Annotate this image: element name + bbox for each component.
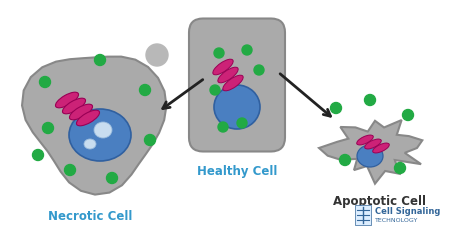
Circle shape	[33, 150, 44, 160]
Text: TECHNOLOGY: TECHNOLOGY	[375, 218, 419, 223]
FancyBboxPatch shape	[189, 18, 285, 151]
Circle shape	[365, 95, 375, 105]
Ellipse shape	[373, 143, 389, 153]
Circle shape	[146, 44, 168, 66]
Circle shape	[394, 163, 405, 173]
Circle shape	[214, 48, 224, 58]
Text: Apoptotic Cell: Apoptotic Cell	[334, 195, 427, 208]
Circle shape	[43, 123, 54, 133]
Ellipse shape	[213, 59, 233, 75]
Ellipse shape	[63, 98, 85, 114]
Circle shape	[210, 85, 220, 95]
Polygon shape	[22, 57, 166, 195]
Circle shape	[218, 122, 228, 132]
Circle shape	[402, 109, 413, 120]
Ellipse shape	[357, 145, 383, 167]
Polygon shape	[319, 120, 422, 184]
Circle shape	[139, 85, 151, 96]
Ellipse shape	[218, 67, 238, 83]
Circle shape	[242, 45, 252, 55]
Circle shape	[107, 173, 118, 183]
Circle shape	[94, 55, 106, 65]
Ellipse shape	[84, 139, 96, 149]
Circle shape	[39, 77, 51, 87]
Ellipse shape	[357, 135, 374, 145]
Ellipse shape	[76, 110, 100, 126]
Ellipse shape	[365, 139, 381, 149]
Circle shape	[64, 164, 75, 176]
Circle shape	[254, 65, 264, 75]
Text: Healthy Cell: Healthy Cell	[197, 165, 277, 178]
Circle shape	[339, 155, 350, 165]
Ellipse shape	[214, 85, 260, 129]
Text: Necrotic Cell: Necrotic Cell	[48, 210, 132, 223]
Ellipse shape	[55, 92, 79, 108]
Circle shape	[237, 118, 247, 128]
Ellipse shape	[223, 75, 243, 91]
Ellipse shape	[94, 122, 112, 138]
Circle shape	[145, 135, 155, 146]
Ellipse shape	[70, 104, 92, 120]
Circle shape	[330, 102, 341, 114]
FancyBboxPatch shape	[355, 205, 371, 225]
Text: Cell Signaling: Cell Signaling	[375, 206, 440, 215]
Ellipse shape	[69, 109, 131, 161]
